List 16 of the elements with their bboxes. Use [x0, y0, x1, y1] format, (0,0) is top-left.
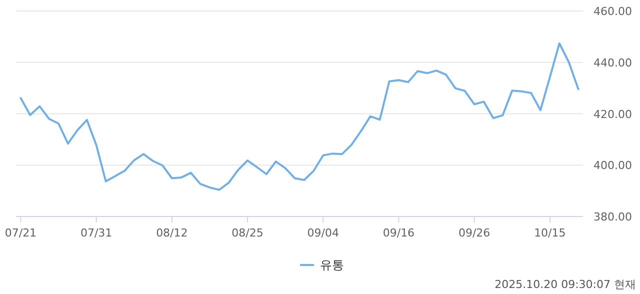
line-series [20, 42, 580, 191]
x-tick-label: 08/12 [156, 226, 188, 240]
x-tick-label: 09/26 [458, 226, 490, 240]
x-tick-label: 07/21 [4, 226, 37, 240]
y-tick-label: 380.00 [594, 210, 632, 224]
x-tick-label: 10/15 [534, 226, 566, 240]
y-tick-label: 400.00 [594, 159, 632, 172]
y-tick-label: 440.00 [594, 56, 632, 70]
y-tick-label: 460.00 [594, 5, 632, 18]
x-tick-label: 07/31 [80, 226, 112, 240]
x-tick-label: 09/16 [382, 226, 415, 240]
legend-label: 유통 [320, 258, 344, 272]
x-tick-label: 09/04 [307, 226, 339, 240]
text: 2025.10.20 09:30:07 현재 [494, 278, 636, 291]
y-tick-label: 420.00 [594, 108, 632, 121]
x-tick-label: 08/25 [232, 226, 264, 240]
